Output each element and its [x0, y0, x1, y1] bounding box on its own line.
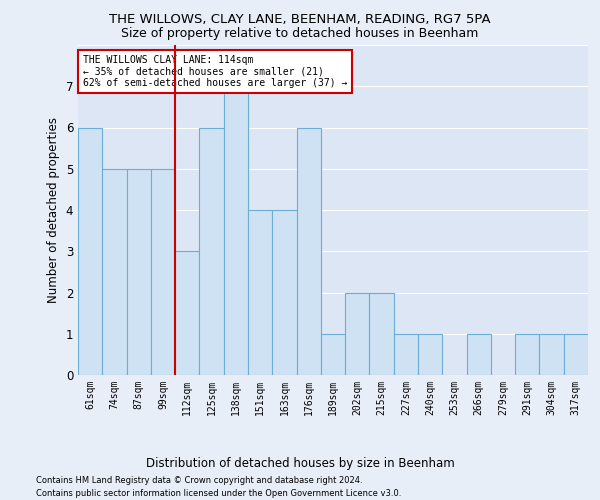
- Bar: [78, 128, 102, 375]
- Bar: [539, 334, 564, 375]
- Bar: [127, 169, 151, 375]
- Bar: [515, 334, 539, 375]
- Bar: [394, 334, 418, 375]
- Bar: [418, 334, 442, 375]
- Text: Contains public sector information licensed under the Open Government Licence v3: Contains public sector information licen…: [36, 489, 401, 498]
- Bar: [199, 128, 224, 375]
- Text: Contains HM Land Registry data © Crown copyright and database right 2024.: Contains HM Land Registry data © Crown c…: [36, 476, 362, 485]
- Bar: [467, 334, 491, 375]
- Bar: [102, 169, 127, 375]
- Bar: [345, 292, 370, 375]
- Text: Distribution of detached houses by size in Beenham: Distribution of detached houses by size …: [146, 458, 454, 470]
- Bar: [370, 292, 394, 375]
- Text: THE WILLOWS, CLAY LANE, BEENHAM, READING, RG7 5PA: THE WILLOWS, CLAY LANE, BEENHAM, READING…: [109, 12, 491, 26]
- Bar: [272, 210, 296, 375]
- Bar: [151, 169, 175, 375]
- Bar: [296, 128, 321, 375]
- Text: THE WILLOWS CLAY LANE: 114sqm
← 35% of detached houses are smaller (21)
62% of s: THE WILLOWS CLAY LANE: 114sqm ← 35% of d…: [83, 55, 347, 88]
- Bar: [564, 334, 588, 375]
- Bar: [321, 334, 345, 375]
- Text: Size of property relative to detached houses in Beenham: Size of property relative to detached ho…: [121, 28, 479, 40]
- Bar: [224, 86, 248, 375]
- Y-axis label: Number of detached properties: Number of detached properties: [47, 117, 60, 303]
- Bar: [175, 251, 199, 375]
- Bar: [248, 210, 272, 375]
